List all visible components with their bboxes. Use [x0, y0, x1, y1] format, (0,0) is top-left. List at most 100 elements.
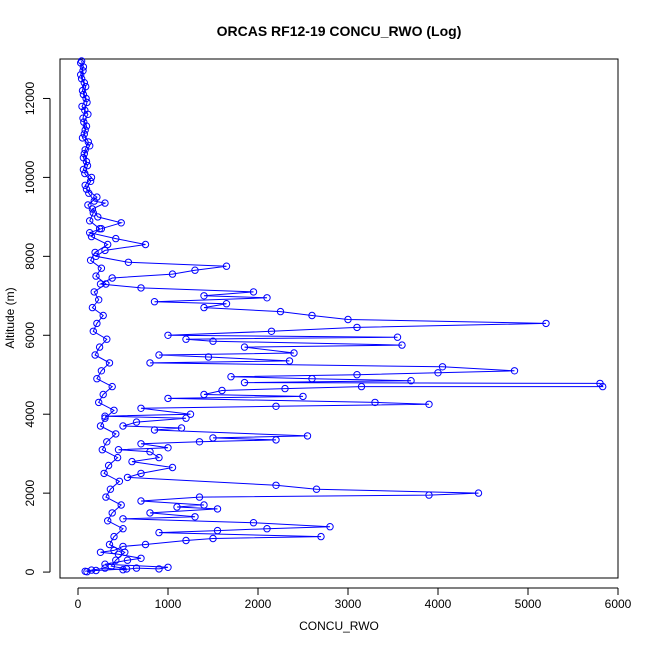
data-point [213, 526, 222, 535]
series-line [80, 60, 604, 572]
data-point [155, 565, 163, 573]
data-point [101, 412, 109, 420]
data-point [101, 246, 109, 255]
data-point [137, 554, 145, 562]
data-point [425, 400, 433, 408]
data-point [79, 154, 88, 162]
data-point [97, 264, 106, 272]
data-point [182, 536, 190, 545]
chart-title: ORCAS RF12-19 CONCU_RWO (Log) [217, 23, 462, 39]
data-point [79, 67, 87, 75]
data-point [112, 430, 120, 438]
data-point [137, 440, 145, 448]
data-point [82, 185, 91, 193]
data-point [95, 225, 104, 233]
data-point [103, 438, 111, 446]
data-point [82, 122, 91, 130]
data-point [93, 319, 101, 328]
data-point [119, 525, 127, 533]
data-point [104, 240, 112, 249]
data-point [82, 82, 90, 91]
data-point [281, 384, 289, 393]
data-point [96, 548, 105, 556]
data-point [308, 375, 316, 383]
data-point [191, 513, 199, 521]
data-point [209, 337, 217, 345]
y-tick-label: 2000 [23, 479, 37, 506]
data-point [93, 375, 101, 383]
data-point [177, 424, 186, 432]
data-point [113, 453, 122, 462]
data-point [150, 298, 159, 306]
x-tick-label: 2000 [245, 597, 272, 611]
data-point [398, 341, 406, 349]
data-point [95, 343, 104, 351]
data-point [100, 469, 108, 478]
data-point [326, 523, 334, 531]
y-axis-label: Altitude (m) [3, 287, 17, 348]
data-point [87, 232, 96, 241]
data-point [95, 296, 103, 304]
data-point [80, 150, 89, 158]
data-point [290, 349, 298, 357]
data-point [186, 410, 195, 418]
data-point [123, 556, 132, 564]
data-point [79, 90, 88, 99]
data-point [92, 272, 100, 280]
data-point [303, 432, 312, 440]
data-point [240, 378, 249, 387]
data-point [99, 390, 107, 399]
data-point [103, 335, 111, 343]
data-point [115, 477, 124, 485]
x-tick-label: 0 [75, 597, 82, 611]
data-point [357, 382, 366, 391]
data-point [317, 532, 325, 541]
data-point [510, 367, 519, 375]
data-point [209, 534, 217, 543]
data-point [108, 274, 116, 282]
data-point [222, 262, 231, 270]
data-point [108, 509, 116, 517]
data-point [86, 256, 95, 264]
x-axis-label: CONCU_RWO [299, 619, 379, 633]
data-point [92, 566, 100, 575]
data-point [200, 303, 208, 312]
data-point [86, 177, 95, 186]
x-tick-label: 1000 [155, 597, 182, 611]
y-tick-label: 10000 [23, 160, 37, 194]
data-point [164, 563, 172, 571]
x-tick-label: 6000 [605, 597, 632, 611]
data-point [155, 453, 163, 462]
data-point [91, 248, 99, 257]
data-point [112, 556, 120, 564]
data-point [240, 343, 249, 351]
data-point [249, 519, 258, 527]
data-point [272, 436, 280, 444]
x-tick-label: 5000 [515, 597, 542, 611]
data-point [90, 288, 98, 296]
data-point [104, 461, 113, 470]
data-point [146, 448, 154, 456]
data-point [83, 161, 92, 170]
data-point [168, 463, 177, 472]
x-axis: 0 1000 2000 3000 4000 5000 6000 [75, 587, 632, 611]
data-point [434, 369, 442, 377]
data-point [137, 469, 145, 478]
data-point [263, 525, 271, 533]
data-point [285, 357, 294, 365]
data-point [84, 201, 92, 209]
data-point [97, 367, 106, 375]
data-point [128, 457, 136, 466]
data-point [78, 134, 87, 142]
data-point [222, 300, 231, 308]
data-point [117, 219, 125, 227]
data-point [353, 323, 361, 332]
data-point [86, 217, 94, 225]
data-point [209, 434, 217, 442]
data-point [393, 333, 402, 341]
data-point [83, 568, 91, 576]
y-axis: 0 2000 4000 6000 8000 10000 12000 [23, 81, 51, 575]
data-point [98, 446, 107, 454]
data-point [102, 493, 110, 501]
data-point [80, 130, 89, 138]
